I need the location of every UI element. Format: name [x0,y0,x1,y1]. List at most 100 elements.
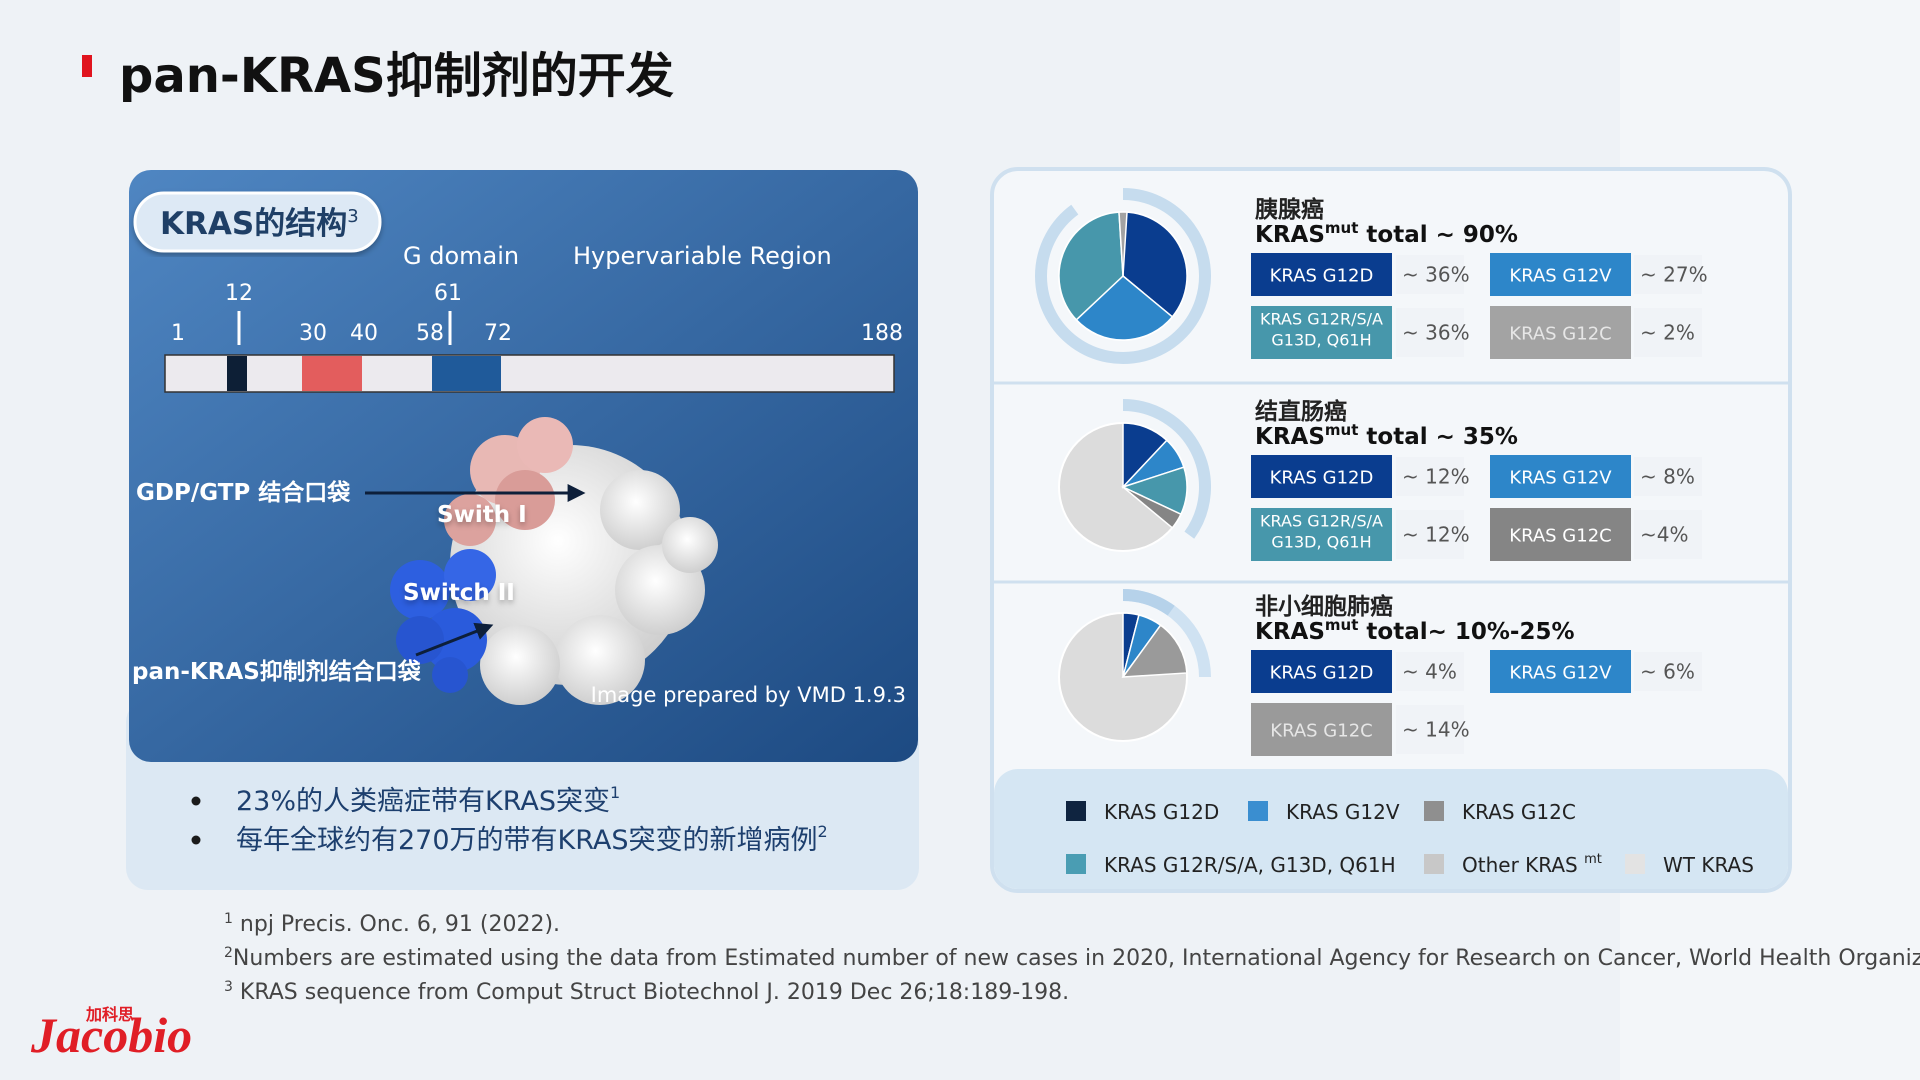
variant-value-bg [1634,652,1702,691]
bullet: 23%的人类癌症带有KRAS突变1 [236,783,620,817]
variant-name: KRAS G12V [1509,266,1612,287]
variant-name: G13D, Q61H [1271,331,1371,350]
legend-name: KRAS G12R/S/A, G13D, Q61H [1104,853,1396,877]
variant-name: G13D, Q61H [1271,533,1371,552]
p-loop-segment [227,356,247,391]
legend-swatch [1066,854,1086,874]
variant-value: ~ 36% [1402,321,1470,345]
total-sup: mut [1325,219,1358,237]
variant-box [1490,455,1631,498]
image-credit: Image prepared by VMD 1.9.3 [591,683,906,707]
total-sup: mut [1325,616,1358,634]
variant-box [1490,650,1631,693]
bullet-dot [191,796,201,806]
variant-box [1251,703,1392,756]
residue-label: 12 [225,281,253,306]
variant-value-bg [1396,308,1464,357]
footnote-text: npj Precis. Onc. 6, 91 (2022). [233,912,560,937]
legend-swatch [1248,801,1268,821]
switch1-segment [302,356,362,391]
bullet-text: 23%的人类癌症带有KRAS突变 [236,786,610,817]
variant-value: ~ 2% [1640,321,1695,345]
variant-name: KRAS G12V [1509,468,1612,489]
total-label: ~ 90% [1428,222,1518,248]
footnote-text: KRAS sequence from Comput Struct Biotech… [233,980,1069,1005]
image-label: pan-KRAS抑制剂结合口袋 [132,658,422,685]
total-arc [1122,399,1211,539]
panel-pill [133,191,382,253]
variant-value-bg [1396,705,1464,754]
variant-value: ~4% [1640,523,1689,547]
legend-swatch [1625,854,1645,874]
total-word: total [1358,619,1427,645]
legend-label: WT KRAS [1663,853,1754,877]
legend-panel [994,769,1788,889]
variant-box [1490,306,1631,359]
residue-label: 188 [861,321,903,346]
variant-value-bg [1634,308,1702,357]
cancer-total: KRASmut total~ 10%-25% [1255,616,1575,645]
variant-box [1251,508,1392,561]
legend-label: KRAS G12D [1104,800,1219,824]
panel-title-text: KRAS的结构 [160,206,347,242]
legend-swatch [1424,854,1444,874]
variant-name: KRAS G12R/S/A [1260,512,1383,531]
cancer-total: KRASmut total ~ 35% [1255,421,1518,450]
pie-slice [1122,486,1182,529]
legend-label: KRAS G12R/S/A, G13D, Q61H [1104,853,1396,877]
cancer-total: KRASmut total ~ 90% [1255,219,1518,248]
footnote: 1 npj Precis. Onc. 6, 91 (2022). [224,911,560,937]
footnote: 3 KRAS sequence from Comput Struct Biote… [224,979,1069,1005]
cancer-name: 非小细胞肺癌 [1255,593,1393,620]
footnote-sup: 1 [224,911,233,927]
image-label: Switch II [403,580,515,606]
variant-value-bg [1634,457,1702,496]
sequence-bar [164,354,895,393]
residue-label: 40 [350,321,378,346]
residue-label: 30 [299,321,327,346]
legend-label: KRAS G12V [1286,800,1400,824]
variant-value: ~ 12% [1402,523,1470,547]
residue-label: 72 [484,321,512,346]
variant-value: ~ 14% [1402,718,1470,742]
pie-slice [1121,624,1188,678]
variant-value-bg [1634,510,1702,559]
image-label: Swith I [437,502,527,528]
logo: Jacobio [30,1007,192,1063]
variant-box [1251,455,1392,498]
legend-name: KRAS G12D [1104,800,1219,824]
variant-value-bg [1396,652,1464,691]
variant-box [1251,650,1392,693]
title: pan-KRAS抑制剂的开发 [119,48,674,104]
legend-name: WT KRAS [1663,853,1754,877]
variant-box [1251,306,1392,359]
legend-name: Other KRAS [1462,853,1584,877]
total-prefix: KRAS [1255,222,1325,248]
domain-label: G domain [403,242,519,270]
legend-name: KRAS G12V [1286,800,1400,824]
variant-value: ~ 6% [1640,660,1695,684]
variant-value-bg [1634,255,1702,294]
variant-name: KRAS G12D [1270,266,1374,287]
domain-label: Hypervariable Region [573,242,832,270]
total-prefix: KRAS [1255,619,1325,645]
variant-name: KRAS G12R/S/A [1260,310,1383,329]
legend-swatch [1424,801,1444,821]
protein-image [390,417,718,705]
variant-name: KRAS G12C [1509,526,1611,547]
variant-value: ~ 27% [1640,263,1708,287]
pie-slice [1118,211,1128,277]
legend-swatch [1066,801,1086,821]
total-prefix: KRAS [1255,424,1325,450]
bullet-sup: 2 [818,822,828,841]
bullet: 每年全球约有270万的带有KRAS突变的新增病例2 [236,822,828,856]
variant-box [1490,253,1631,296]
total-label: ~ 10%-25% [1428,619,1575,645]
variant-value-bg [1396,457,1464,496]
legend-sup: mt [1584,852,1602,867]
pie-slice [1122,211,1188,318]
panel-title: KRAS的结构3 [160,206,359,242]
variant-box [1251,253,1392,296]
total-label: ~ 35% [1428,424,1518,450]
